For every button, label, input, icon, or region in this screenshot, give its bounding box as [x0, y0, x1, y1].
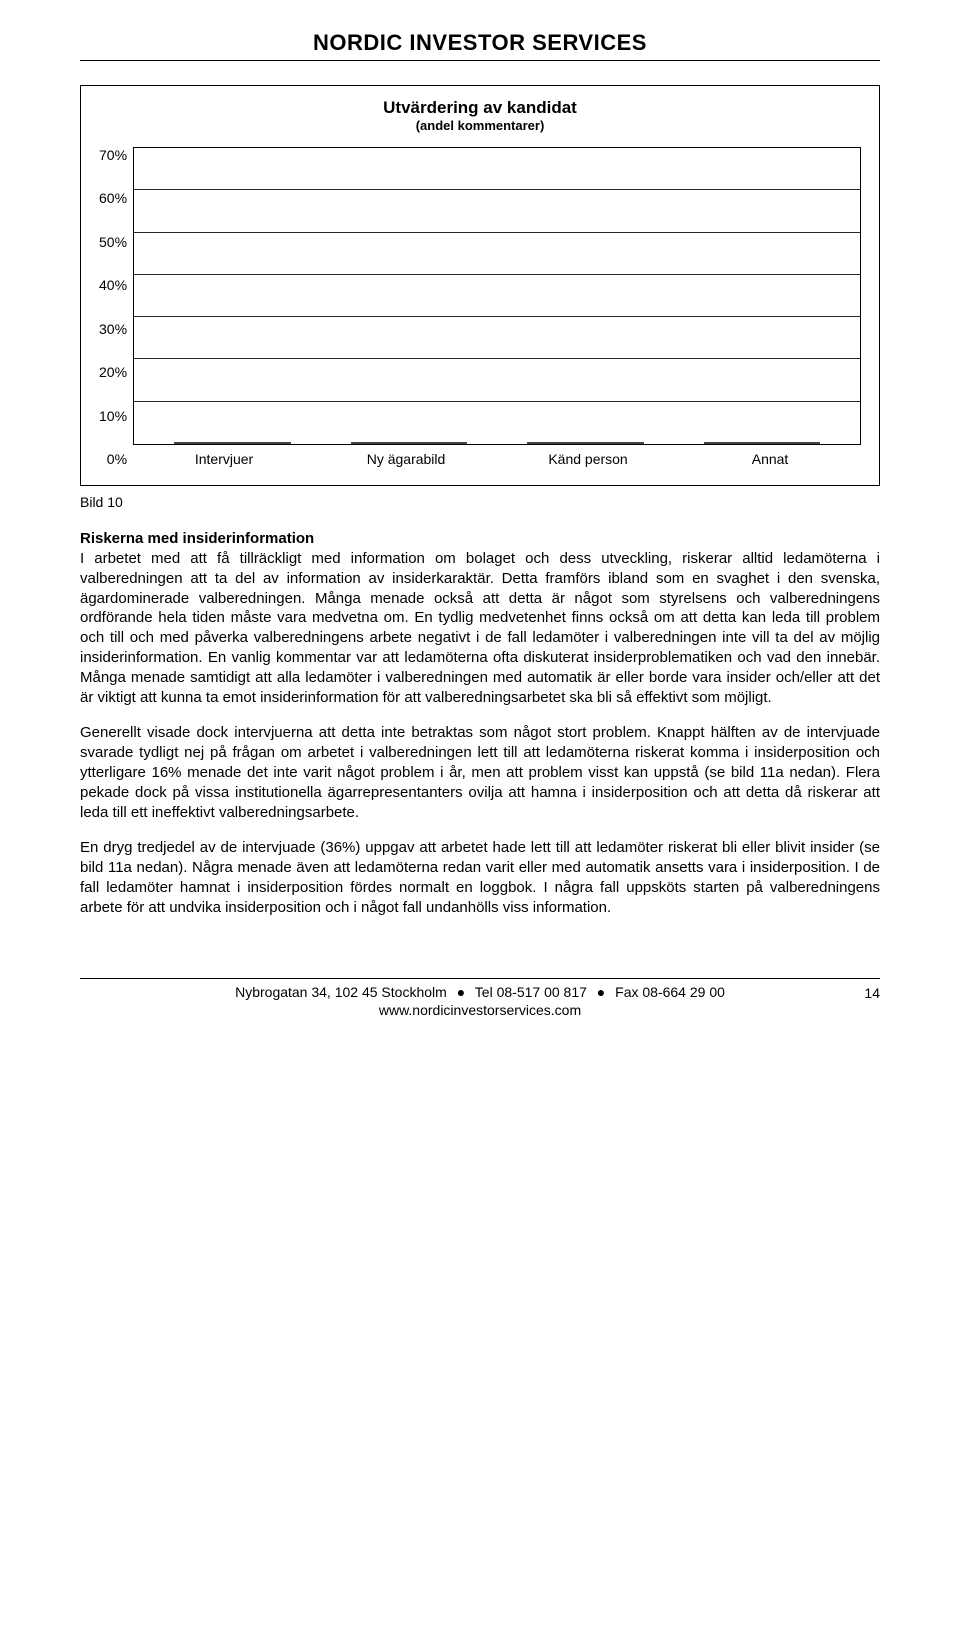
footer-address: Nybrogatan 34, 102 45 Stockholm: [235, 984, 447, 1000]
chart-bar: [174, 442, 290, 444]
footer-url: www.nordicinvestorservices.com: [379, 1002, 581, 1018]
chart-gridline: [134, 274, 860, 275]
chart-xaxis: IntervjuerNy ägarabildKänd personAnnat: [133, 445, 861, 467]
chart-container: Utvärdering av kandidat (andel kommentar…: [80, 85, 880, 486]
paragraph-2: Generellt visade dock intervjuerna att d…: [80, 723, 880, 822]
chart-ytick: 60%: [99, 190, 127, 206]
header-rule: [80, 60, 880, 61]
chart-bar: [527, 442, 643, 444]
chart-ytick: 30%: [99, 321, 127, 337]
footer-tel: Tel 08-517 00 817: [475, 984, 587, 1000]
chart-xtick: Intervjuer: [133, 451, 315, 467]
chart-bar-slot: [497, 442, 674, 444]
chart-ytick: 50%: [99, 234, 127, 250]
chart-ytick: 70%: [99, 147, 127, 163]
chart-ytick: 20%: [99, 364, 127, 380]
chart-xtick: Annat: [679, 451, 861, 467]
footer-sep-1: ●: [451, 984, 471, 1000]
chart-bar: [351, 442, 467, 444]
chart-gridline: [134, 358, 860, 359]
chart-xtick: Känd person: [497, 451, 679, 467]
chart-xtick: Ny ägarabild: [315, 451, 497, 467]
page-title: NORDIC INVESTOR SERVICES: [80, 30, 880, 56]
chart-subtitle: (andel kommentarer): [99, 118, 861, 133]
chart-area: 70% 60% 50% 40% 30% 20% 10% 0% IntervjuerNy äga…: [99, 147, 861, 467]
chart-plot-wrap: IntervjuerNy ägarabildKänd personAnnat: [133, 147, 861, 467]
chart-ytick: 10%: [99, 408, 127, 424]
chart-bar-slot: [321, 442, 498, 444]
footer-page-number: 14: [864, 985, 880, 1001]
footer-center: Nybrogatan 34, 102 45 Stockholm ● Tel 08…: [235, 983, 725, 1021]
chart-gridline: [134, 189, 860, 190]
chart-gridline: [134, 232, 860, 233]
chart-bar: [704, 442, 820, 444]
footer-sep-2: ●: [591, 984, 611, 1000]
section-heading: Riskerna med insiderinformation: [80, 530, 880, 547]
page-footer: Nybrogatan 34, 102 45 Stockholm ● Tel 08…: [80, 978, 880, 1021]
chart-ytick: 40%: [99, 277, 127, 293]
chart-gridline: [134, 401, 860, 402]
chart-yaxis: 70% 60% 50% 40% 30% 20% 10% 0%: [99, 147, 133, 467]
paragraph-1: I arbetet med att få tillräckligt med in…: [80, 549, 880, 707]
paragraph-3: En dryg tredjedel av de intervjuade (36%…: [80, 838, 880, 917]
chart-bar-slot: [674, 442, 851, 444]
footer-fax: Fax 08-664 29 00: [615, 984, 725, 1000]
chart-ytick: 0%: [107, 451, 127, 467]
chart-bar-slot: [144, 442, 321, 444]
chart-title: Utvärdering av kandidat: [99, 98, 861, 118]
chart-caption: Bild 10: [80, 494, 880, 510]
chart-plot: [133, 147, 861, 445]
chart-gridline: [134, 316, 860, 317]
